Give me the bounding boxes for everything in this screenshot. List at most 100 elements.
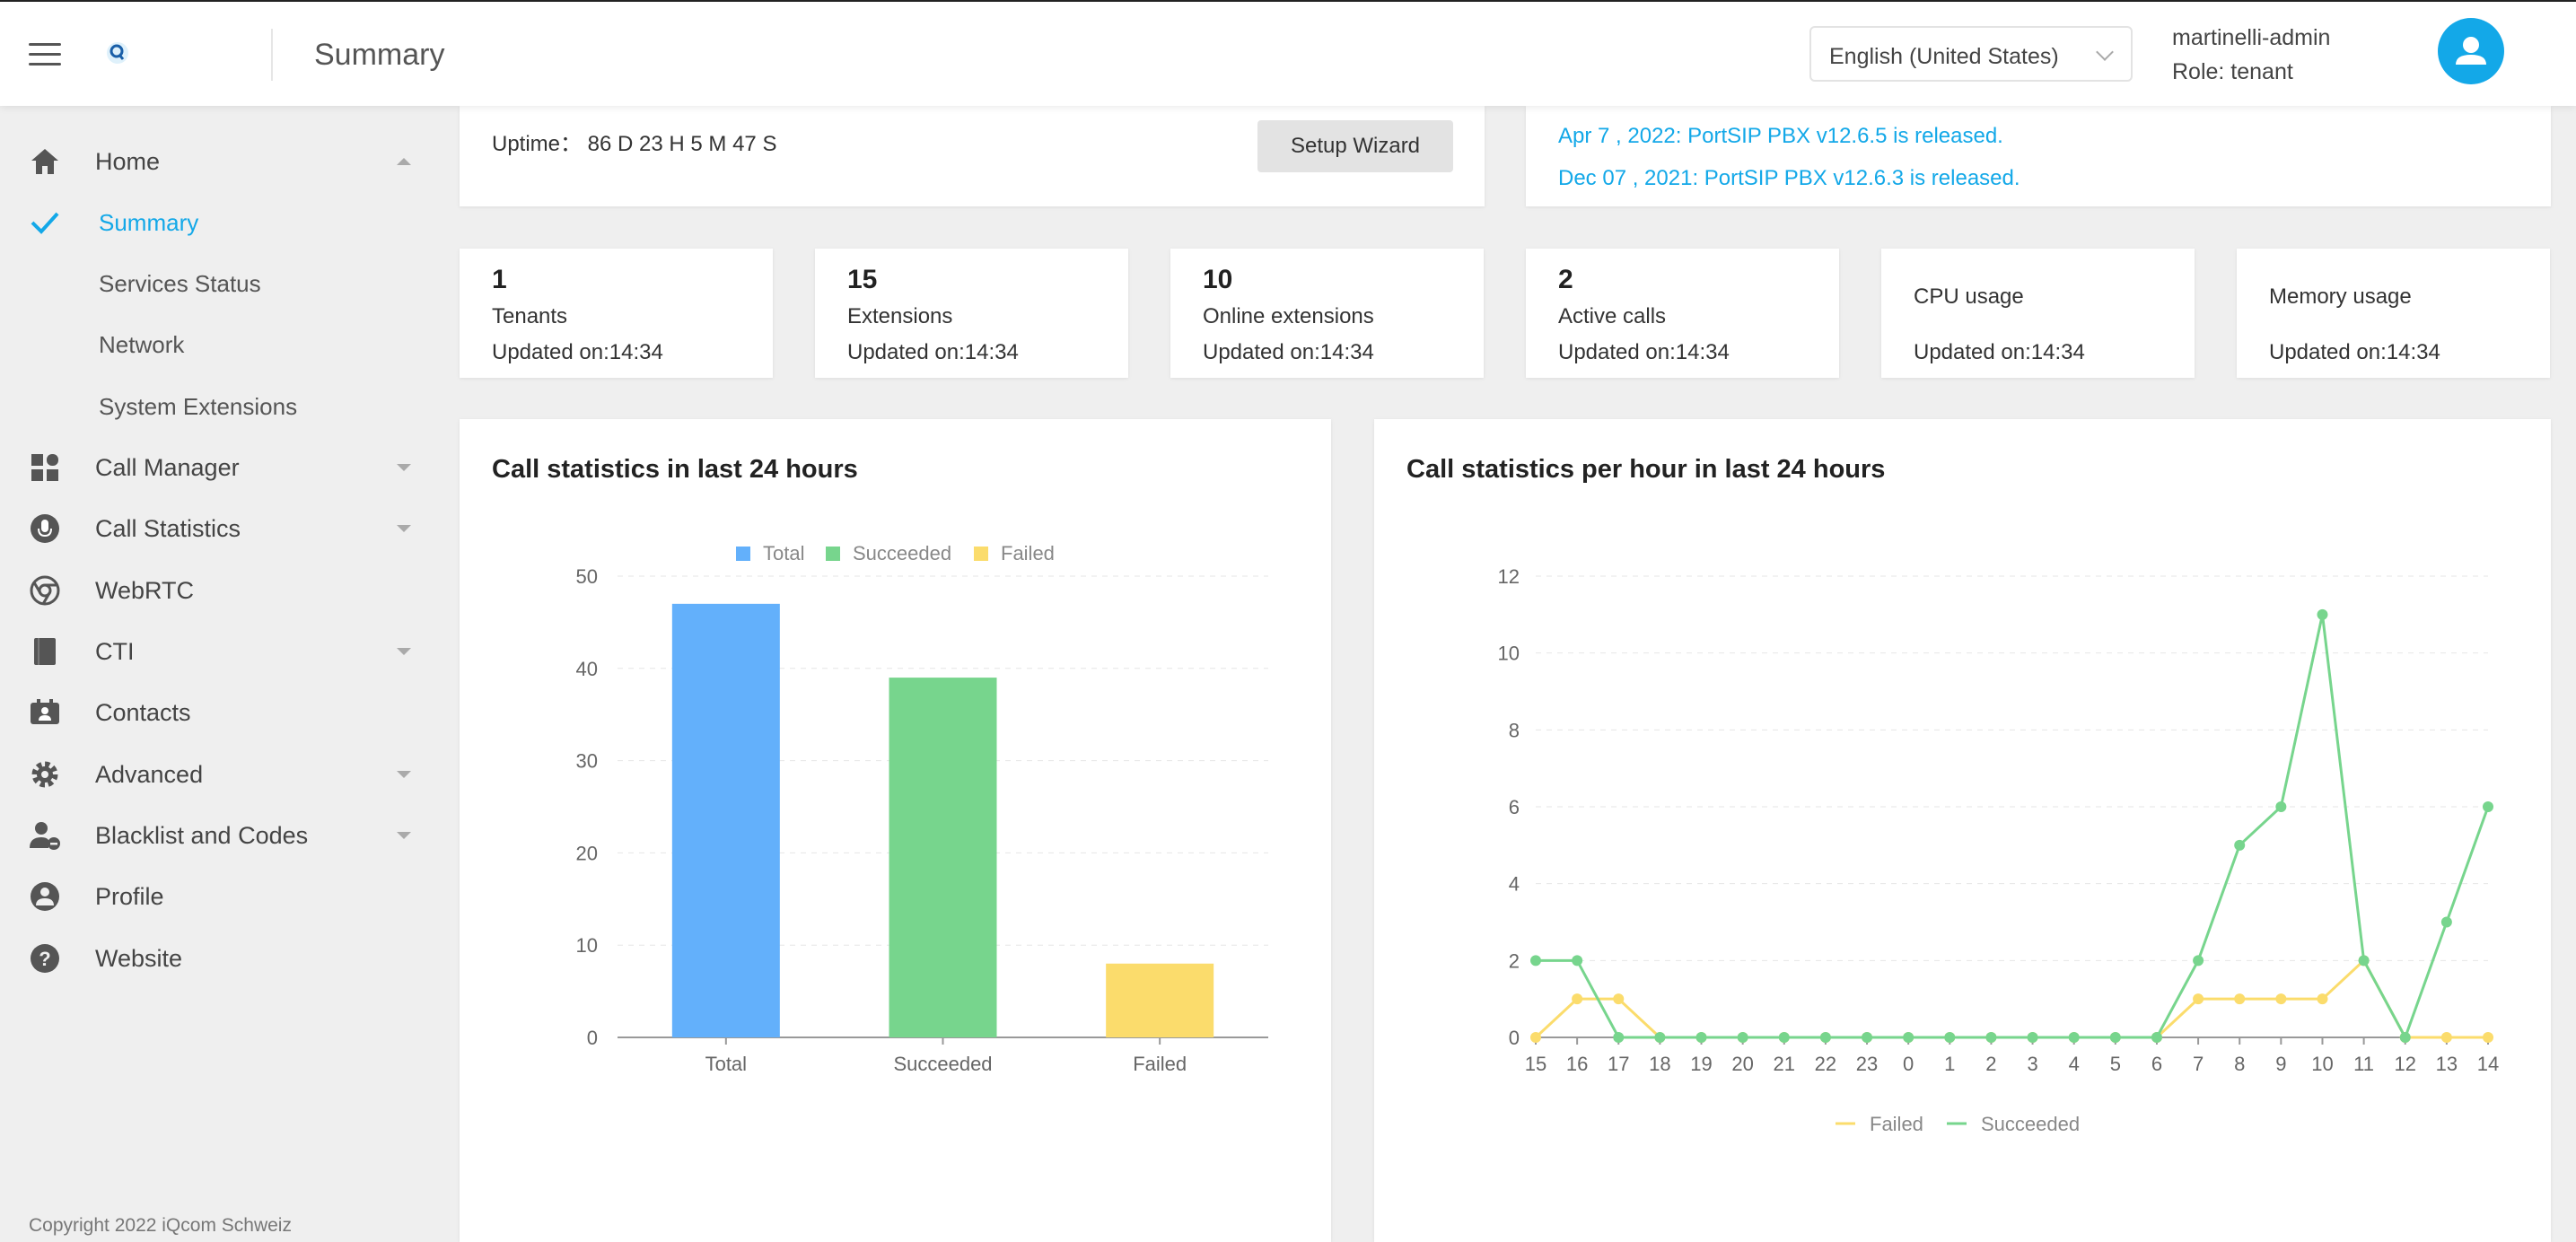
stat-card-tenants: 1 Tenants Updated on:14:34	[460, 249, 773, 378]
data-point	[2234, 993, 2246, 1005]
y-tick-label: 12	[1498, 565, 1520, 588]
x-tick-label: 0	[1903, 1053, 1914, 1075]
chevron-down-icon	[397, 525, 411, 532]
data-point	[1819, 1032, 1831, 1043]
stat-label: Extensions	[847, 304, 953, 328]
system-info-card: Uptime： 86 D 23 H 5 M 47 S Setup Wizard	[460, 106, 1485, 206]
help-icon: ?	[31, 944, 59, 973]
x-tick-label: 21	[1774, 1053, 1795, 1075]
data-point	[1572, 955, 1583, 966]
x-tick-label: 13	[2436, 1053, 2458, 1075]
sidebar-item-label: WebRTC	[95, 577, 195, 604]
chevron-down-icon	[2096, 43, 2114, 61]
menu-icon[interactable]	[29, 43, 61, 66]
data-point	[2317, 993, 2328, 1005]
y-tick-label: 6	[1509, 796, 1520, 818]
sidebar-item-summary[interactable]: Summary	[0, 196, 449, 249]
data-point	[2483, 801, 2493, 812]
stat-updated: Updated on:14:34	[1558, 340, 1730, 364]
y-tick-label: 8	[1509, 719, 1520, 741]
series-line	[1536, 614, 2490, 1041]
sidebar-item-services-status[interactable]: Services Status	[0, 257, 449, 310]
legend-label: Succeeded	[1981, 1113, 2080, 1135]
y-tick-label: 2	[1509, 949, 1520, 972]
svg-text:?: ?	[39, 948, 50, 970]
data-point	[1944, 1032, 1956, 1043]
data-point	[2275, 801, 2287, 812]
x-tick-label: Succeeded	[893, 1053, 992, 1075]
stat-card-extensions: 15 Extensions Updated on:14:34	[815, 249, 1128, 378]
x-tick-label: Failed	[1133, 1053, 1187, 1075]
data-point	[2275, 993, 2287, 1005]
legend-swatch	[736, 547, 750, 561]
x-tick-label: 8	[2234, 1053, 2245, 1075]
news-link[interactable]: Dec 07 , 2021: PortSIP PBX v12.6.3 is re…	[1558, 166, 2020, 190]
bar-chart: 0 10 20 30 40 50 Total Succeeded Failed Total Succ…	[576, 542, 1268, 1075]
x-tick-label: 20	[1731, 1053, 1753, 1075]
x-tick-label: 5	[2110, 1053, 2121, 1075]
data-point	[2399, 1032, 2411, 1043]
logo-icon	[107, 42, 128, 64]
sidebar-item-advanced[interactable]: Advanced	[0, 748, 449, 801]
x-tick-label: 4	[2069, 1053, 2080, 1075]
sidebar-item-system-extensions[interactable]: System Extensions	[0, 380, 449, 433]
sidebar-item-label: Contacts	[95, 699, 191, 726]
stat-card-memory-usage: Memory usage Updated on:14:34	[2237, 249, 2550, 378]
y-tick-label: 0	[1509, 1027, 1520, 1049]
sidebar-item-home[interactable]: Home	[0, 135, 449, 188]
y-tick-label: 40	[576, 658, 598, 680]
sidebar-item-contacts[interactable]: Contacts	[0, 686, 449, 739]
sidebar-item-webrtc[interactable]: WebRTC	[0, 564, 449, 617]
sidebar-item-call-manager[interactable]: Call Manager	[0, 441, 449, 494]
y-tick-label: 20	[576, 842, 598, 864]
stat-label: Online extensions	[1203, 304, 1374, 328]
data-point	[1530, 955, 1541, 966]
data-point	[2440, 1032, 2452, 1043]
data-point	[2440, 916, 2452, 928]
y-tick-label: 4	[1509, 873, 1520, 896]
y-tick-label: 0	[587, 1027, 598, 1049]
sidebar-item-cti[interactable]: CTI	[0, 625, 449, 678]
chevron-down-icon	[397, 464, 411, 471]
chevron-down-icon	[397, 832, 411, 839]
legend-label: Succeeded	[853, 542, 951, 564]
language-select[interactable]: English (United States)	[1809, 26, 2133, 82]
x-tick-label: 3	[2027, 1053, 2037, 1075]
x-tick-label: 7	[2193, 1053, 2204, 1075]
news-link[interactable]: Apr 7 , 2022: PortSIP PBX v12.6.5 is rel…	[1558, 124, 2003, 148]
stat-label: Tenants	[492, 304, 568, 328]
stat-value: 2	[1558, 265, 1573, 294]
sidebar-item-label: Profile	[95, 883, 164, 910]
x-tick-label: 23	[1856, 1053, 1878, 1075]
sidebar-item-label: Services Status	[99, 270, 261, 297]
stat-value: 15	[847, 265, 878, 294]
sidebar-item-label: Network	[99, 331, 185, 358]
sidebar-item-website[interactable]: ? Website	[0, 932, 449, 985]
stat-card-online-extensions: 10 Online extensions Updated on:14:34	[1170, 249, 1484, 378]
chart-title: Call statistics in last 24 hours	[492, 455, 858, 484]
chevron-down-icon	[397, 648, 411, 655]
sidebar-item-call-statistics[interactable]: Call Statistics	[0, 502, 449, 555]
sidebar-item-profile[interactable]: Profile	[0, 870, 449, 923]
avatar[interactable]	[2438, 18, 2504, 84]
sidebar-item-blacklist-and-codes[interactable]: Blacklist and Codes	[0, 809, 449, 862]
sidebar-item-label: Advanced	[95, 761, 204, 788]
page-title: Summary	[314, 38, 445, 72]
user-block-icon	[30, 822, 60, 850]
bar	[671, 603, 780, 1037]
x-tick-label: 19	[1690, 1053, 1712, 1075]
data-point	[2483, 1032, 2493, 1043]
sidebar-item-label: Summary	[99, 209, 199, 236]
sidebar-item-network[interactable]: Network	[0, 318, 449, 372]
gear-icon	[31, 761, 58, 788]
setup-wizard-button[interactable]: Setup Wizard	[1257, 120, 1453, 172]
stat-updated: Updated on:14:34	[2269, 340, 2440, 364]
chevron-up-icon	[397, 158, 411, 165]
x-tick-label: Total	[705, 1053, 747, 1075]
stat-value: 1	[492, 265, 507, 294]
legend-label: Total	[763, 542, 804, 564]
check-icon	[31, 212, 59, 234]
x-tick-label: 16	[1566, 1053, 1588, 1075]
home-icon	[31, 149, 58, 174]
